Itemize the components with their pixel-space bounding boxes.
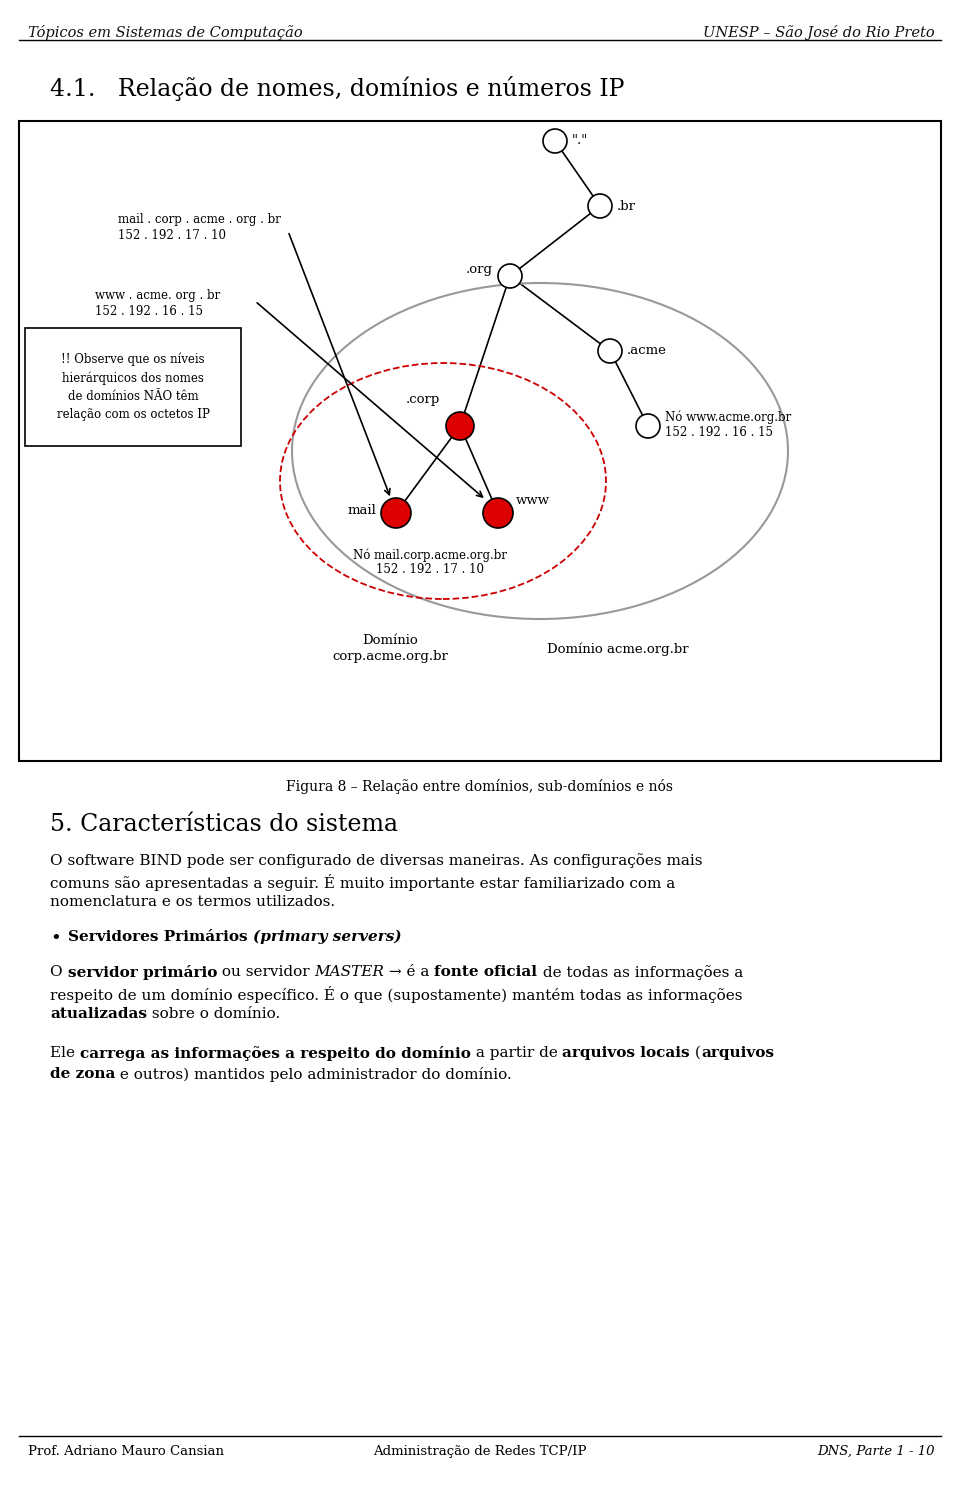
- Text: 5. Características do sistema: 5. Características do sistema: [50, 813, 398, 836]
- Text: a partir de: a partir de: [470, 1047, 563, 1060]
- Text: Administração de Redes TCP/IP: Administração de Redes TCP/IP: [373, 1445, 587, 1458]
- Circle shape: [636, 414, 660, 438]
- Text: (primary servers): (primary servers): [252, 930, 401, 944]
- Text: Domínio acme.org.br: Domínio acme.org.br: [547, 643, 689, 656]
- Text: .acme: .acme: [627, 344, 667, 358]
- Text: de zona: de zona: [50, 1068, 115, 1081]
- Text: .org: .org: [466, 264, 493, 276]
- Text: .br: .br: [617, 200, 636, 213]
- Text: Nó www.acme.org.br: Nó www.acme.org.br: [665, 412, 791, 425]
- Text: UNESP – São José do Rio Preto: UNESP – São José do Rio Preto: [704, 25, 935, 40]
- Text: servidor primário: servidor primário: [67, 965, 217, 980]
- Bar: [19, 121, 941, 760]
- Text: O software BIND pode ser configurado de diversas maneiras. As configurações mais: O software BIND pode ser configurado de …: [50, 853, 703, 868]
- Circle shape: [446, 412, 474, 440]
- Text: 152 . 192 . 17 . 10: 152 . 192 . 17 . 10: [118, 230, 226, 242]
- Text: 4.1.   Relação de nomes, domínios e números IP: 4.1. Relação de nomes, domínios e número…: [50, 76, 625, 101]
- Text: de todas as informações a: de todas as informações a: [538, 965, 743, 980]
- Text: e outros) mantidos pelo administrador do domínio.: e outros) mantidos pelo administrador do…: [115, 1068, 512, 1082]
- Text: •: •: [50, 930, 60, 948]
- FancyBboxPatch shape: [25, 328, 241, 446]
- Text: 152 . 192 . 16 . 15: 152 . 192 . 16 . 15: [665, 426, 773, 438]
- Circle shape: [381, 498, 411, 528]
- Text: (: (: [690, 1047, 701, 1060]
- Text: Tópicos em Sistemas de Computação: Tópicos em Sistemas de Computação: [28, 25, 302, 40]
- Text: atualizadas: atualizadas: [50, 1006, 147, 1021]
- Text: !! Observe que os níveis
hierárquicos dos nomes
de domínios NÃO têm
relação com : !! Observe que os níveis hierárquicos do…: [57, 353, 209, 420]
- Text: → é a: → é a: [384, 965, 435, 980]
- Circle shape: [483, 498, 513, 528]
- Text: arquivos locais: arquivos locais: [563, 1047, 690, 1060]
- Text: Prof. Adriano Mauro Cansian: Prof. Adriano Mauro Cansian: [28, 1445, 224, 1458]
- Text: DNS, Parte 1 - 10: DNS, Parte 1 - 10: [818, 1445, 935, 1458]
- Text: mail . corp . acme . org . br: mail . corp . acme . org . br: [118, 213, 281, 227]
- Text: arquivos: arquivos: [701, 1047, 774, 1060]
- Text: .corp: .corp: [406, 394, 440, 406]
- Circle shape: [543, 130, 567, 154]
- Text: www . acme. org . br: www . acme. org . br: [95, 289, 220, 303]
- Text: sobre o domínio.: sobre o domínio.: [147, 1006, 280, 1021]
- Text: nomenclatura e os termos utilizados.: nomenclatura e os termos utilizados.: [50, 895, 335, 910]
- Text: Ele: Ele: [50, 1047, 80, 1060]
- Text: mail: mail: [348, 504, 376, 517]
- Text: Nó mail.corp.acme.org.br: Nó mail.corp.acme.org.br: [353, 549, 507, 562]
- Circle shape: [588, 194, 612, 218]
- Text: O: O: [50, 965, 67, 980]
- Text: Figura 8 – Relação entre domínios, sub-domínios e nós: Figura 8 – Relação entre domínios, sub-d…: [286, 778, 674, 795]
- Text: ".": ".": [572, 134, 588, 148]
- Circle shape: [498, 264, 522, 288]
- Text: corp.acme.org.br: corp.acme.org.br: [332, 650, 448, 663]
- Text: MASTER: MASTER: [314, 965, 384, 980]
- Text: comuns são apresentadas a seguir. É muito importante estar familiarizado com a: comuns são apresentadas a seguir. É muit…: [50, 874, 675, 892]
- Text: respeito de um domínio específico. É o que (supostamente) mantém todas as inform: respeito de um domínio específico. É o q…: [50, 986, 742, 1003]
- Text: 152 . 192 . 17 . 10: 152 . 192 . 17 . 10: [376, 564, 484, 576]
- Text: www: www: [516, 494, 550, 507]
- Text: carrega as informações a respeito do domínio: carrega as informações a respeito do dom…: [80, 1047, 470, 1062]
- Text: Servidores Primários: Servidores Primários: [68, 930, 252, 944]
- Text: Domínio: Domínio: [362, 634, 418, 647]
- Text: fonte oficial: fonte oficial: [435, 965, 538, 980]
- Text: ou servidor: ou servidor: [217, 965, 314, 980]
- Text: 152 . 192 . 16 . 15: 152 . 192 . 16 . 15: [95, 306, 203, 318]
- Circle shape: [598, 338, 622, 362]
